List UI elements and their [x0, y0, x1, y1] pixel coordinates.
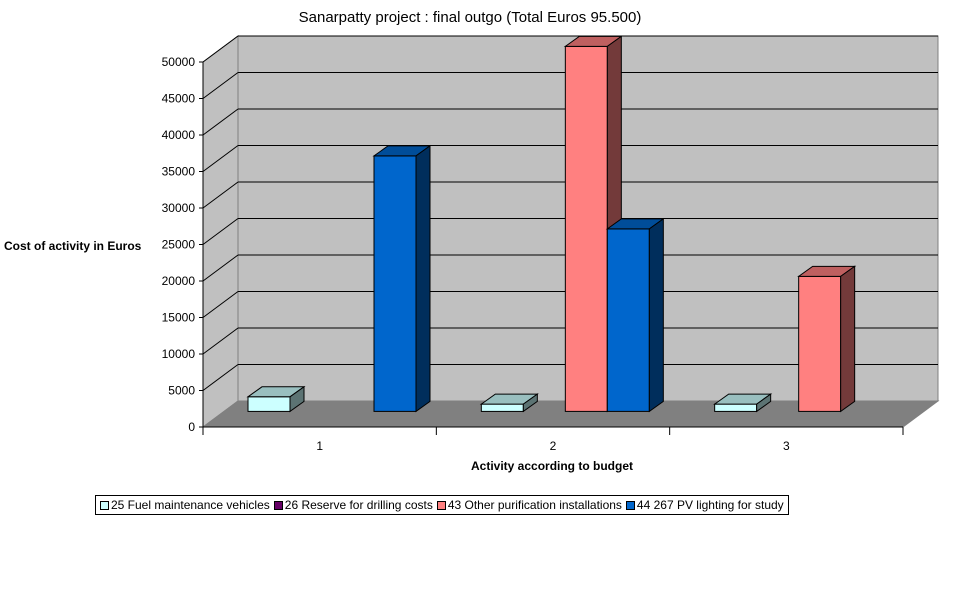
bar-side: [522, 393, 538, 413]
x-tick-label: 3: [783, 439, 790, 453]
bar: [797, 265, 857, 413]
legend-label: 25 Fuel maintenance vehicles: [111, 498, 270, 512]
legend-swatch: [436, 500, 446, 510]
y-tick-label: 50000: [162, 55, 196, 69]
gridline-side: [202, 72, 239, 99]
gridline-side: [202, 35, 239, 63]
bar-front: [373, 155, 417, 412]
bar-front: [798, 275, 842, 412]
x-tick-label: 2: [550, 439, 557, 453]
y-tick-label: 5000: [168, 384, 195, 398]
bar-side: [289, 385, 305, 413]
bar: [479, 393, 539, 413]
gridline-side: [202, 181, 239, 209]
legend-item: 26 Reserve for drilling costs: [273, 498, 433, 512]
legend-swatch: [100, 500, 109, 510]
bar-front: [606, 228, 650, 412]
x-tick-label: 1: [316, 439, 323, 453]
bar: [713, 393, 773, 413]
y-tick-label: 20000: [162, 274, 196, 288]
legend-label: 43 Other purification installations: [447, 498, 622, 512]
bar-front: [564, 45, 608, 412]
gridline-side: [202, 291, 239, 318]
y-tick-label: 0: [188, 420, 195, 434]
gridline-side: [202, 218, 239, 245]
gridline-side: [202, 327, 239, 355]
y-tick-label: 30000: [162, 201, 196, 215]
y-tick-label: 15000: [162, 311, 196, 325]
legend-swatch: [273, 500, 283, 510]
y-tick-label: 35000: [162, 165, 196, 179]
bar: [605, 217, 665, 413]
legend-label: 26 Reserve for drilling costs: [284, 498, 433, 512]
y-tick-label: 45000: [162, 92, 196, 106]
chart-title: Sanarpatty project : final outgo (Total …: [299, 9, 642, 26]
bar-front: [247, 396, 291, 412]
bar-side: [648, 217, 664, 413]
gridline-side: [202, 254, 239, 282]
legend-item: 43 Other purification installations: [436, 498, 622, 512]
legend-item: 25 Fuel maintenance vehicles: [100, 498, 270, 512]
y-tick-label: 25000: [162, 238, 196, 252]
plot-area: 0 5000 10000 15000 20000 25000 30000 35000 40000…: [162, 35, 940, 453]
legend-item: 44 267 PV lighting for study: [625, 498, 784, 512]
bar-side: [756, 393, 772, 413]
legend-swatch: [625, 500, 635, 510]
y-axis-title: Cost of activity in Euros: [4, 239, 142, 253]
bar-front: [714, 403, 758, 412]
gridline-side: [202, 364, 239, 391]
gridline-side: [202, 145, 239, 172]
y-tick-label: 40000: [162, 128, 196, 142]
y-tick-label: 10000: [162, 347, 196, 361]
legend-label: 44 267 PV lighting for study: [636, 498, 784, 512]
x-axis-title: Activity according to budget: [471, 459, 633, 473]
legend: 25 Fuel maintenance vehicles 26 Reserve f…: [95, 495, 789, 515]
bar-side: [840, 265, 856, 413]
bar: [372, 144, 432, 413]
gridline-side: [202, 108, 239, 136]
bar: [246, 385, 306, 413]
bar-front: [480, 403, 524, 412]
bar-side: [415, 144, 431, 413]
